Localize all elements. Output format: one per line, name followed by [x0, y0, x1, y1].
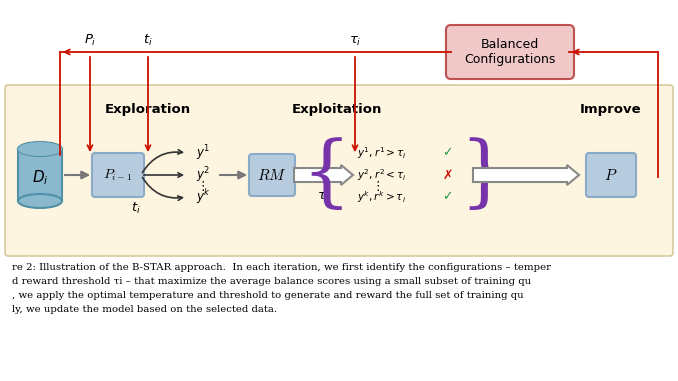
Text: }: }: [459, 137, 508, 213]
Text: $\tau_i$: $\tau_i$: [317, 190, 330, 203]
Ellipse shape: [18, 194, 62, 208]
FancyBboxPatch shape: [92, 153, 144, 197]
Text: ✓: ✓: [443, 147, 453, 160]
Text: $y^2,r^2<\tau_i$: $y^2,r^2<\tau_i$: [357, 167, 407, 183]
Text: $y^k$: $y^k$: [196, 187, 211, 207]
Text: $y^1,r^1>\tau_i$: $y^1,r^1>\tau_i$: [357, 145, 407, 161]
Text: $t_i$: $t_i$: [131, 200, 141, 216]
Text: re 2: Illustration of the B-STAR approach.  In each iteration, we first identify: re 2: Illustration of the B-STAR approac…: [12, 263, 551, 272]
Text: Balanced: Balanced: [481, 38, 539, 51]
Text: $\vdots$: $\vdots$: [371, 179, 380, 193]
Text: $P_{i-1}$: $P_{i-1}$: [103, 167, 133, 182]
Text: $\vdots$: $\vdots$: [195, 179, 205, 193]
Text: $P_i$: $P_i$: [84, 33, 96, 48]
Text: Configurations: Configurations: [464, 53, 556, 66]
Text: d reward threshold τi – that maximize the average balance scores using a small s: d reward threshold τi – that maximize th…: [12, 277, 531, 286]
Ellipse shape: [18, 142, 62, 156]
Text: $y^k,r^k>\tau_i$: $y^k,r^k>\tau_i$: [357, 189, 406, 205]
Text: {: {: [302, 137, 351, 213]
Text: $P$: $P$: [604, 168, 618, 182]
Text: Exploitation: Exploitation: [292, 104, 382, 117]
Text: Improve: Improve: [580, 104, 642, 117]
Text: $t_i$: $t_i$: [143, 33, 153, 48]
Polygon shape: [473, 165, 579, 185]
Text: ✓: ✓: [443, 190, 453, 203]
Polygon shape: [294, 165, 353, 185]
Text: ✗: ✗: [443, 168, 453, 181]
Text: ly, we update the model based on the selected data.: ly, we update the model based on the sel…: [12, 305, 277, 314]
Text: Exploration: Exploration: [105, 104, 191, 117]
Text: $y^1$: $y^1$: [196, 143, 210, 163]
Text: $D_i$: $D_i$: [32, 169, 48, 187]
Text: $y^2$: $y^2$: [196, 165, 210, 185]
Text: , we apply the optimal temperature and threshold to generate and reward the full: , we apply the optimal temperature and t…: [12, 291, 523, 300]
FancyBboxPatch shape: [446, 25, 574, 79]
Text: $\tau_i$: $\tau_i$: [348, 35, 361, 48]
Text: $RM$: $RM$: [257, 168, 287, 182]
Bar: [18, 149, 62, 201]
FancyBboxPatch shape: [5, 85, 673, 256]
FancyBboxPatch shape: [586, 153, 636, 197]
Ellipse shape: [18, 142, 62, 156]
FancyBboxPatch shape: [249, 154, 295, 196]
